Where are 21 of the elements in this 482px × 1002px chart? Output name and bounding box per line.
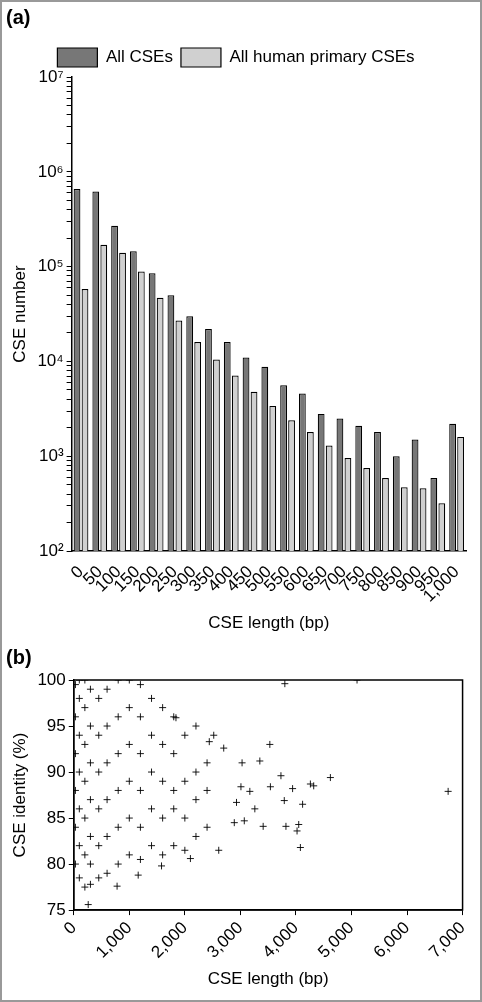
x-axis-title: CSE length (bp): [208, 613, 330, 633]
y-tick-label: 10⁶: [37, 161, 64, 181]
legend-label: All human primary CSEs: [229, 47, 415, 67]
y-axis-title: CSE number: [9, 265, 29, 363]
y-tick-label: 100: [37, 669, 66, 689]
y-tick-label: 90: [46, 761, 66, 781]
y-tick-label: 10⁴: [37, 351, 64, 371]
y-tick-label: 80: [46, 853, 66, 873]
x-tick-label: 0: [59, 918, 80, 939]
y-tick-label: 85: [46, 807, 66, 827]
y-tick-label: 10⁵: [37, 256, 64, 276]
y-axis-title: CSE identity (%): [9, 732, 29, 858]
y-tick-label: 10⁷: [38, 66, 64, 86]
chart-title: (b): [6, 645, 32, 668]
chart-title: (a): [6, 5, 31, 28]
legend-label: All CSEs: [105, 47, 173, 67]
y-tick-label: 10³: [39, 445, 64, 465]
x-axis-title: CSE length (bp): [207, 969, 329, 989]
y-tick-label: 10²: [39, 540, 64, 560]
y-tick-label: 95: [46, 715, 66, 735]
y-tick-label: 75: [46, 899, 66, 919]
